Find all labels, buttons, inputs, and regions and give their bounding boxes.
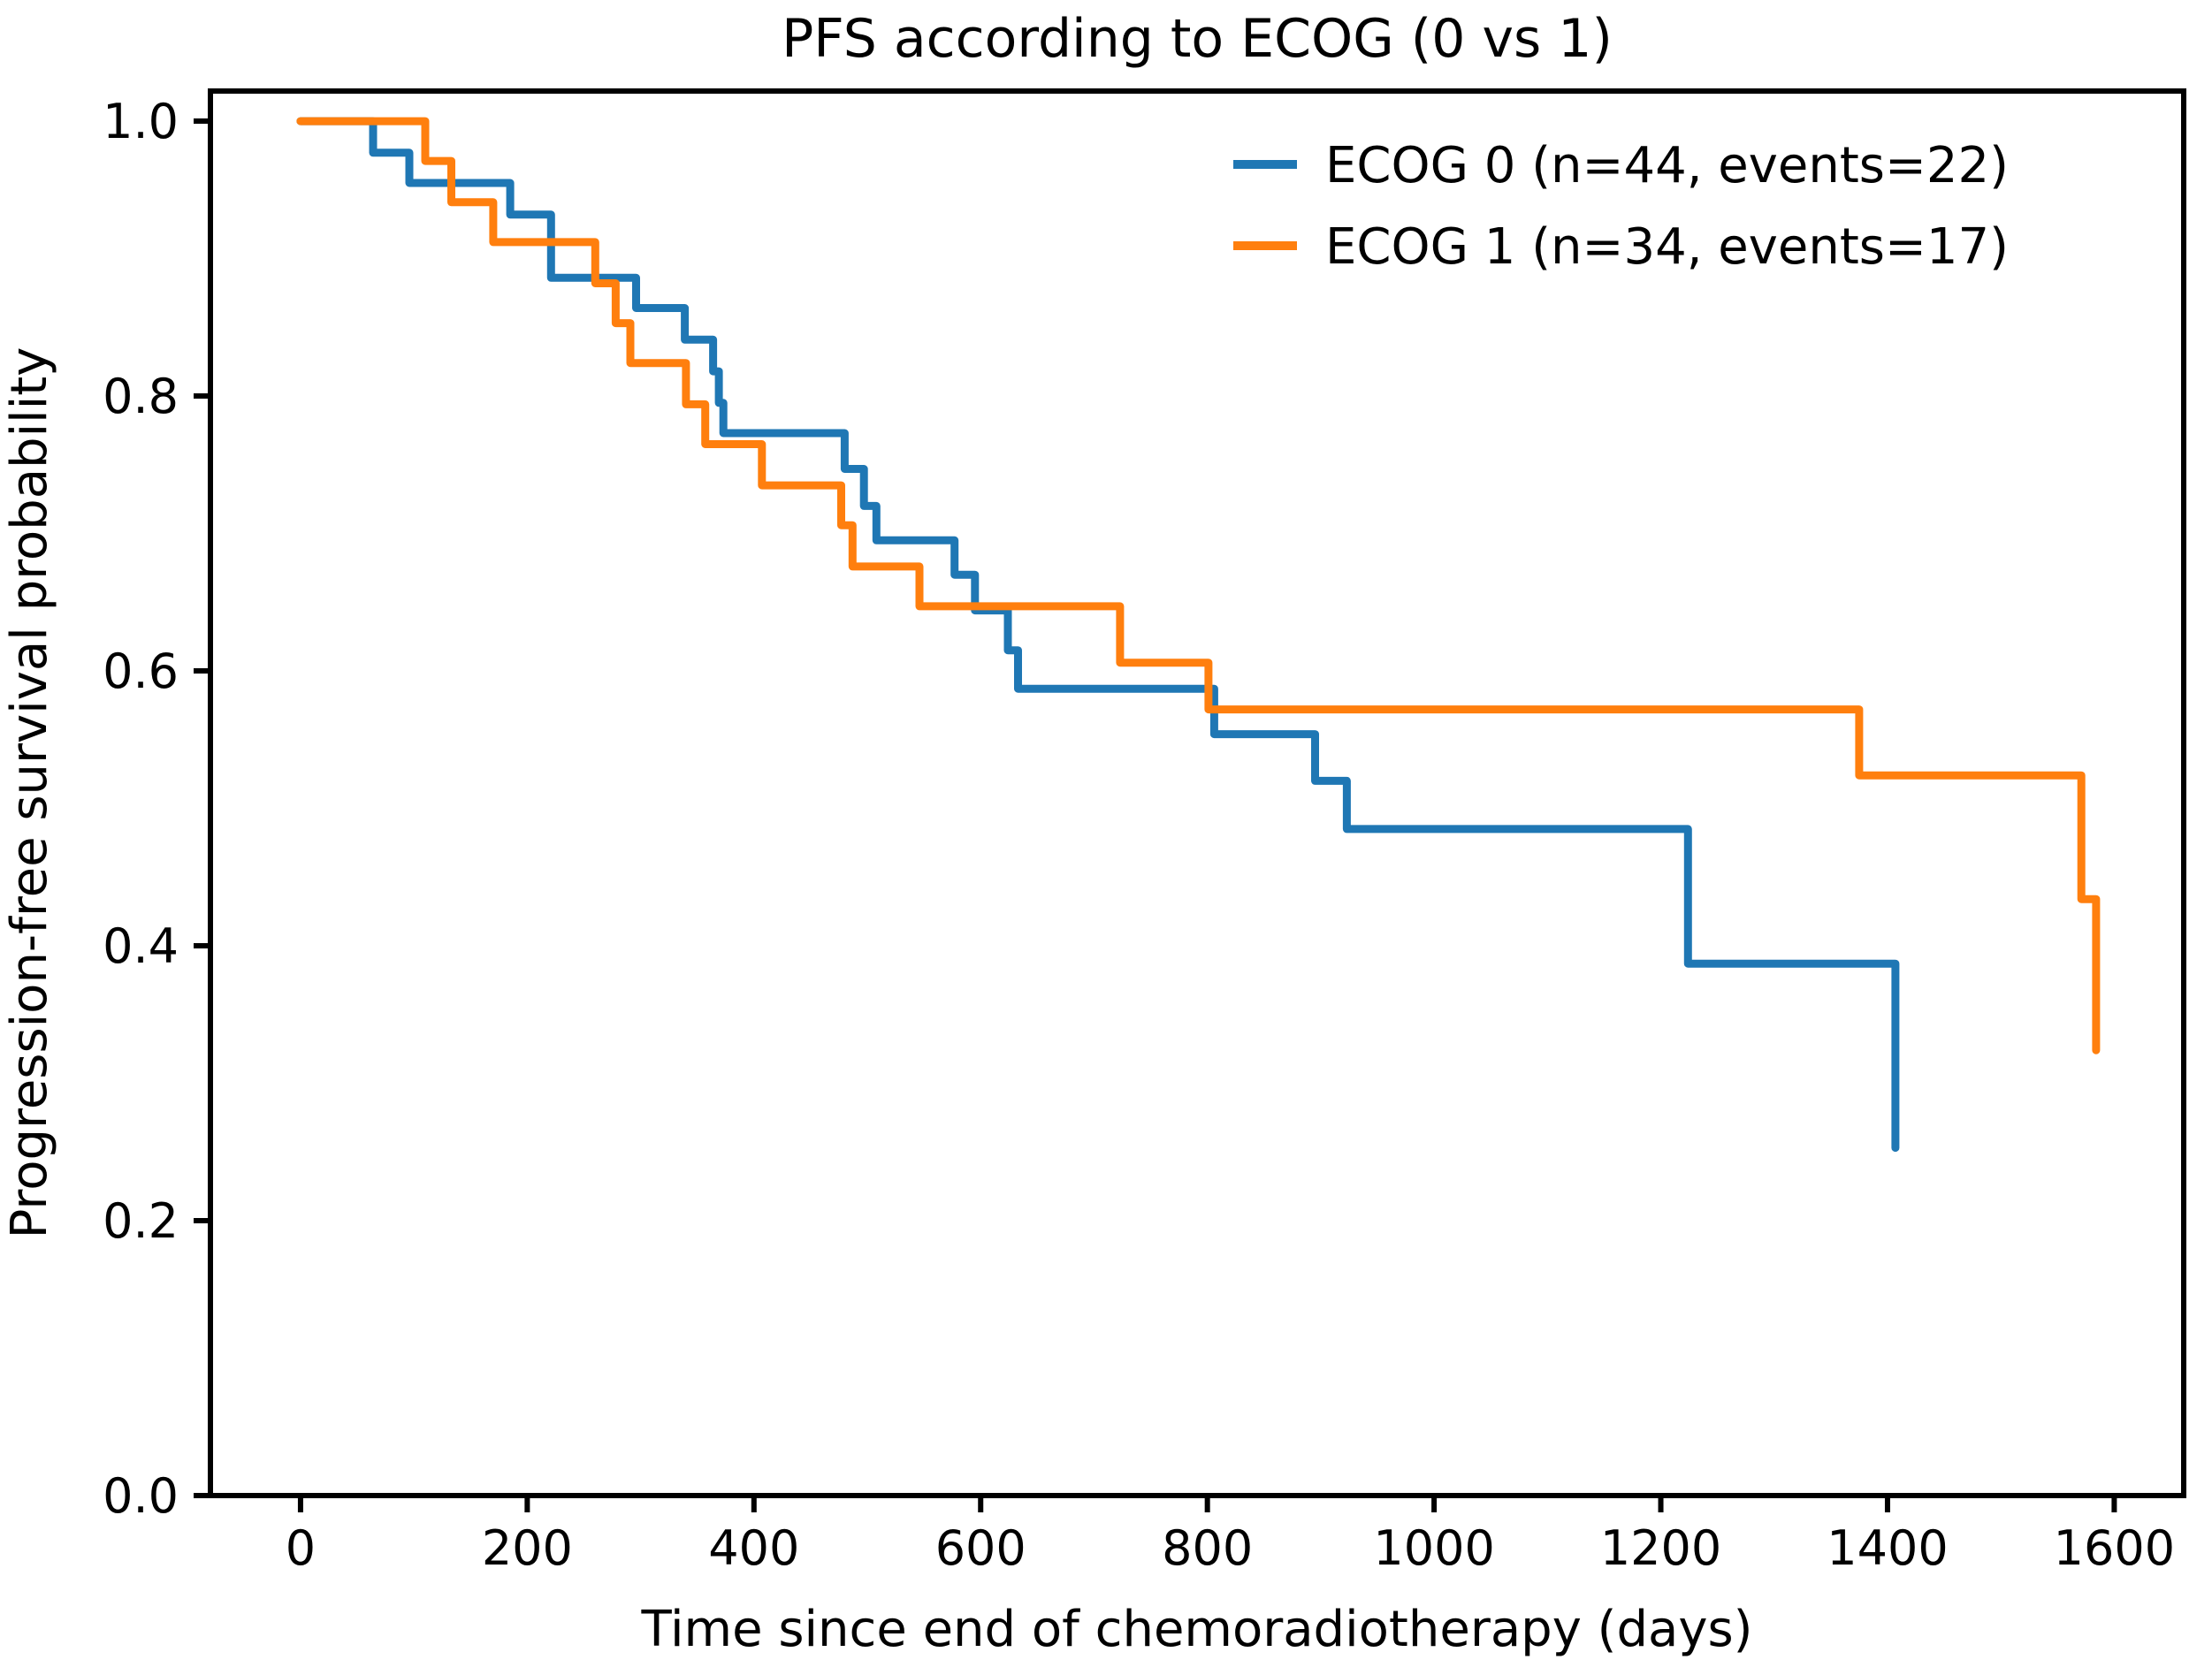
- y-tick-label: 1.0: [103, 94, 179, 149]
- y-tick-label: 0.2: [103, 1193, 179, 1249]
- x-axis-label: Time since end of chemoradiotherapy (day…: [640, 1601, 1752, 1658]
- x-tick-label: 600: [935, 1520, 1026, 1576]
- legend-label-ecog1: ECOG 1 (n=34, events=17): [1325, 218, 2009, 276]
- y-tick-label: 0.6: [103, 643, 179, 699]
- legend-label-ecog0: ECOG 0 (n=44, events=22): [1325, 137, 2009, 194]
- y-tick-label: 0.0: [103, 1468, 179, 1524]
- axis-ticks-layer: 0 200 400 600 800 1000 1200 1400 1600 0.0 0.2 0.4 0.…: [103, 94, 2175, 1576]
- chart-title: PFS according to ECOG (0 vs 1): [782, 8, 1613, 70]
- survival-curves-layer: [296, 117, 2101, 1153]
- x-tick-label: 1200: [1600, 1520, 1721, 1576]
- series-line-ecog0: [296, 117, 1900, 1153]
- plot-area: [208, 88, 2186, 1498]
- x-tick-label: 1000: [1373, 1520, 1494, 1576]
- legend: ECOG 0 (n=44, events=22) ECOG 1 (n=34, ev…: [1233, 137, 2009, 276]
- x-tick-label: 1400: [1827, 1520, 1948, 1576]
- y-tick-label: 0.8: [103, 369, 179, 424]
- x-tick-label: 800: [1162, 1520, 1253, 1576]
- x-tick-label: 1600: [2054, 1520, 2175, 1576]
- x-tick-label: 200: [482, 1520, 573, 1576]
- y-tick-label: 0.4: [103, 918, 179, 974]
- series-line-ecog1: [296, 117, 2101, 1054]
- x-tick-label: 0: [286, 1520, 316, 1576]
- x-tick-label: 400: [708, 1520, 799, 1576]
- y-axis-label: Progression-free survival probability: [1, 347, 58, 1239]
